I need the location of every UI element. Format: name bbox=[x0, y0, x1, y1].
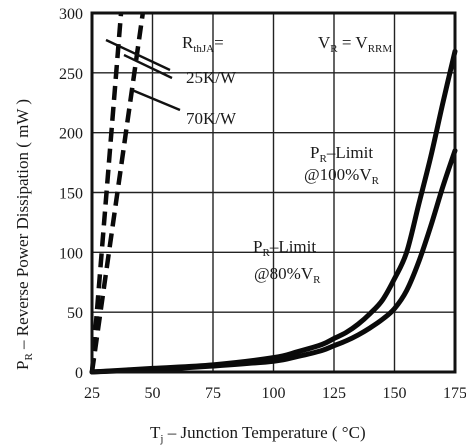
series-line-0 bbox=[89, 48, 458, 375]
pointer-25kw bbox=[105, 38, 171, 72]
x-axis-label: Tj – Junction Temperature ( °C) bbox=[150, 423, 366, 445]
y-tick-label: 50 bbox=[67, 305, 83, 322]
series-line-2 bbox=[89, 12, 124, 373]
x-tick-label: 50 bbox=[145, 385, 161, 402]
y-tick-label: 100 bbox=[59, 245, 83, 262]
series-line-1 bbox=[89, 148, 458, 375]
series-layer bbox=[89, 12, 458, 375]
y-tick-label: 0 bbox=[75, 365, 83, 382]
y-tick-label: 200 bbox=[59, 126, 83, 143]
x-tick-label: 25 bbox=[84, 385, 100, 402]
pr100-label-line1: PR–Limit bbox=[310, 143, 373, 165]
series-line-3 bbox=[89, 12, 146, 373]
x-tick-label: 125 bbox=[322, 385, 346, 402]
y-tick-label: 250 bbox=[59, 66, 83, 83]
pr80-label-line2: @80%VR bbox=[254, 264, 321, 286]
x-tick-label: 175 bbox=[443, 385, 466, 402]
x-tick-label: 150 bbox=[383, 385, 407, 402]
x-tick-label: 75 bbox=[205, 385, 221, 402]
x-tick-label: 100 bbox=[262, 385, 286, 402]
vr-label: VR = VRRM bbox=[318, 33, 392, 55]
rth-70kw-label: 70K/W bbox=[186, 109, 237, 128]
rth-label: RthJA= bbox=[182, 33, 224, 55]
pointer-70kw bbox=[131, 88, 181, 112]
pr100-label-line2: @100%VR bbox=[304, 165, 380, 187]
y-tick-label: 150 bbox=[59, 186, 83, 203]
y-tick-label: 300 bbox=[59, 6, 83, 23]
plot-frame bbox=[90, 11, 457, 374]
pr80-label-line1: PR–Limit bbox=[253, 237, 316, 259]
rth-25kw-label: 25K/W bbox=[186, 68, 237, 87]
pointer-25kw-b bbox=[123, 53, 173, 80]
tick-labels: 25 50 75 100 125 150 175 0 50 100 150 200 250 300 bbox=[59, 6, 466, 402]
y-axis-label: PR – Reverse Power Dissipation ( mW ) bbox=[13, 99, 35, 370]
